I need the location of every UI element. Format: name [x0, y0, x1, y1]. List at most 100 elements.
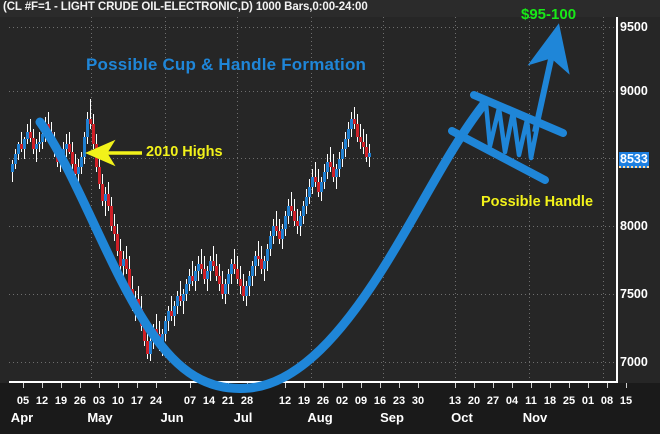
- candle-wick: [276, 211, 277, 237]
- candle-body-down: [98, 166, 101, 185]
- day-label: 12: [278, 395, 292, 407]
- candle-wick: [30, 119, 31, 142]
- candle-body-up: [305, 196, 308, 207]
- candle-body-up: [161, 333, 164, 347]
- price-tick-7000: 7000: [620, 355, 648, 369]
- candle-body-up: [308, 186, 311, 197]
- date-tick-mark: [23, 383, 24, 388]
- candle-body-up: [281, 228, 284, 239]
- candle-wick: [192, 261, 193, 287]
- candle-wick: [336, 164, 337, 190]
- date-tick-mark: [626, 383, 627, 388]
- gridline-h: [9, 362, 616, 363]
- month-label-aug: Aug: [307, 410, 333, 425]
- date-tick-mark: [588, 383, 589, 388]
- candle-body-up: [338, 159, 341, 170]
- candle-body-up: [77, 166, 80, 175]
- candle-body-up: [41, 134, 44, 142]
- day-label: 30: [411, 395, 425, 407]
- candle-body-up: [185, 283, 188, 294]
- day-label: 28: [240, 395, 254, 407]
- day-label: 14: [202, 395, 216, 407]
- candle-wick: [21, 131, 22, 152]
- day-label: 26: [316, 395, 330, 407]
- current-price-tag[interactable]: 8533: [619, 152, 649, 168]
- day-label: 15: [619, 395, 633, 407]
- date-tick-mark: [512, 383, 513, 388]
- candle-body-up: [320, 181, 323, 192]
- date-tick-mark: [99, 383, 100, 388]
- candle-body-up: [206, 271, 209, 279]
- day-label: 01: [581, 395, 595, 407]
- gridline-h: [9, 294, 616, 295]
- candle-body-up: [263, 261, 266, 269]
- price-tick-7500: 7500: [620, 287, 648, 301]
- day-label: 26: [73, 395, 87, 407]
- date-tick-mark: [61, 383, 62, 388]
- month-label-apr: Apr: [10, 410, 34, 425]
- candle-body-down: [239, 278, 242, 287]
- candle-body-up: [17, 144, 20, 155]
- price-tick-9000: 9000: [620, 84, 648, 98]
- day-label: 11: [525, 395, 537, 407]
- candle-wick: [291, 191, 292, 217]
- date-tick-mark: [285, 383, 286, 388]
- candle-body-down: [47, 124, 50, 132]
- day-label: 17: [130, 395, 144, 407]
- date-tick-mark: [209, 383, 210, 388]
- candle-wick: [123, 251, 124, 282]
- candle-body-up: [38, 141, 41, 145]
- candle-wick: [258, 241, 259, 267]
- candle-wick: [201, 248, 202, 274]
- candle-wick: [183, 288, 184, 314]
- gridline-v: [455, 17, 456, 381]
- date-tick-mark: [247, 383, 248, 388]
- day-label: 13: [448, 395, 462, 407]
- day-label: 03: [92, 395, 106, 407]
- date-tick-mark: [323, 383, 324, 388]
- candle-body-up: [284, 216, 287, 229]
- candle-body-up: [323, 171, 326, 182]
- candle-body-down: [95, 144, 98, 167]
- candle-wick: [330, 146, 331, 172]
- candle-body-up: [194, 271, 197, 282]
- candle-body-down: [116, 233, 119, 252]
- day-label: 19: [297, 395, 311, 407]
- price-axis[interactable]: 9500 9000 8533 8000 7500 7000: [618, 17, 660, 381]
- candle-body-down: [236, 268, 239, 279]
- day-label: 20: [467, 395, 481, 407]
- day-label: 19: [54, 395, 68, 407]
- candle-body-down: [293, 211, 296, 222]
- candle-body-down: [29, 131, 32, 138]
- day-label: 18: [543, 395, 557, 407]
- candle-body-down: [356, 124, 359, 137]
- candle-body-up: [299, 216, 302, 227]
- candle-body-up: [251, 266, 254, 277]
- date-tick-mark: [342, 383, 343, 388]
- candle-body-up: [344, 139, 347, 150]
- date-tick-mark: [380, 383, 381, 388]
- date-tick-mark: [190, 383, 191, 388]
- candle-wick: [156, 313, 157, 339]
- month-label-may: May: [87, 410, 113, 425]
- price-tick-9500: 9500: [620, 20, 648, 34]
- candle-wick: [207, 266, 208, 292]
- gridline-h: [9, 158, 616, 159]
- candle-body-down: [32, 137, 35, 150]
- candle-body-up: [35, 144, 38, 150]
- date-tick-mark: [474, 383, 475, 388]
- gridline-v: [529, 17, 530, 381]
- day-label: 12: [35, 395, 49, 407]
- candle-body-up: [266, 248, 269, 262]
- candle-wick: [135, 291, 136, 322]
- candle-body-up: [182, 293, 185, 302]
- candle-body-up: [83, 136, 86, 157]
- date-tick-mark: [156, 383, 157, 388]
- candle-wick: [213, 246, 214, 272]
- day-label: 16: [373, 395, 387, 407]
- day-label: 02: [335, 395, 349, 407]
- date-axis[interactable]: 05 12 19 26 03 10 17 24 07 14 21 28 12 19 26 02 09 16 23 30…: [0, 383, 660, 434]
- candle-wick: [171, 296, 172, 322]
- title-bar: (CL #F=1 - LIGHT CRUDE OIL-ELECTRONIC,D)…: [0, 0, 660, 17]
- date-tick-mark: [80, 383, 81, 388]
